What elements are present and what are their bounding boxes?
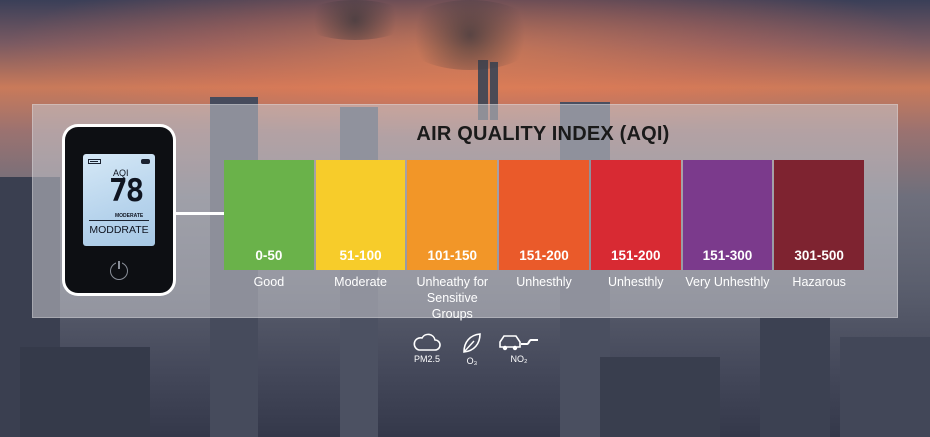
building: [760, 317, 830, 437]
aqi-band-unhealthy-1: 151-200: [499, 160, 589, 270]
pollutant-pm25: PM2.5: [409, 332, 445, 364]
car-exhaust-icon: [499, 335, 538, 351]
band-range: 151-300: [702, 248, 753, 263]
device-aqi-value: 78: [109, 173, 144, 209]
power-button-icon[interactable]: [110, 261, 128, 280]
band-label: Unhesthly: [607, 275, 664, 289]
aqi-band-very-unhealthy: 151-300: [682, 160, 773, 270]
pollutant-label: PM2.5: [413, 354, 440, 364]
device-status: MODDRATE: [89, 224, 149, 236]
building: [20, 347, 150, 437]
pollutant-o3: O₃: [456, 332, 488, 366]
band-range: 51-100: [339, 248, 382, 263]
pollutant-label: O₃: [466, 356, 478, 366]
aqi-band-good: 0-50: [224, 160, 314, 270]
band-label: Good: [253, 275, 285, 289]
page-title: AIR QUALITY INDEX (AQI): [416, 123, 670, 145]
building: [840, 337, 930, 437]
band-label: Very Unhesthly: [685, 275, 770, 289]
band-range: 101-150: [427, 248, 478, 263]
aqi-band-labels: Good Moderate Unheathy for Sensitive Gro…: [224, 274, 864, 322]
building: [600, 357, 720, 437]
screen-divider: [89, 220, 149, 221]
device-screen: AQI 78 MODERATE MODDRATE: [83, 154, 155, 246]
aqi-band-unhealthy-2: 151-200: [590, 160, 681, 270]
band-label: Unheathy for Sensitive Groups: [416, 275, 489, 321]
aqi-monitor-device: AQI 78 MODERATE MODDRATE: [62, 124, 176, 296]
device-aqi-label: AQI: [113, 168, 129, 178]
pollutant-label: NO₂: [510, 354, 528, 364]
smokestack: [478, 60, 488, 120]
leaf-icon: [463, 333, 481, 353]
battery-icon: [88, 159, 101, 164]
wifi-icon: [141, 159, 150, 164]
smokestack: [490, 62, 498, 120]
smoke: [300, 0, 410, 40]
aqi-band-sensitive: 101-150: [407, 160, 498, 270]
cloud-icon: [413, 333, 441, 351]
aqi-scale: 0-50 51-100 101-150 151-200 151-200 151-…: [224, 160, 865, 270]
band-label: Hazarous: [792, 275, 846, 289]
band-range: 151-200: [610, 248, 661, 263]
band-range: 301-500: [794, 248, 844, 263]
device-connector-line: [174, 212, 224, 215]
device-body: AQI 78 MODERATE MODDRATE: [65, 127, 173, 293]
aqi-band-moderate: 51-100: [315, 160, 406, 270]
aqi-band-hazardous: 301-500: [774, 160, 865, 270]
band-range: 151-200: [519, 248, 569, 263]
smoke: [400, 0, 540, 70]
device-small-status: MODERATE: [115, 213, 144, 219]
band-range: 0-50: [255, 248, 283, 263]
band-label: Moderate: [334, 275, 387, 289]
pollutant-no2: NO₂: [496, 332, 542, 364]
band-label: Unhesthly: [516, 275, 572, 289]
